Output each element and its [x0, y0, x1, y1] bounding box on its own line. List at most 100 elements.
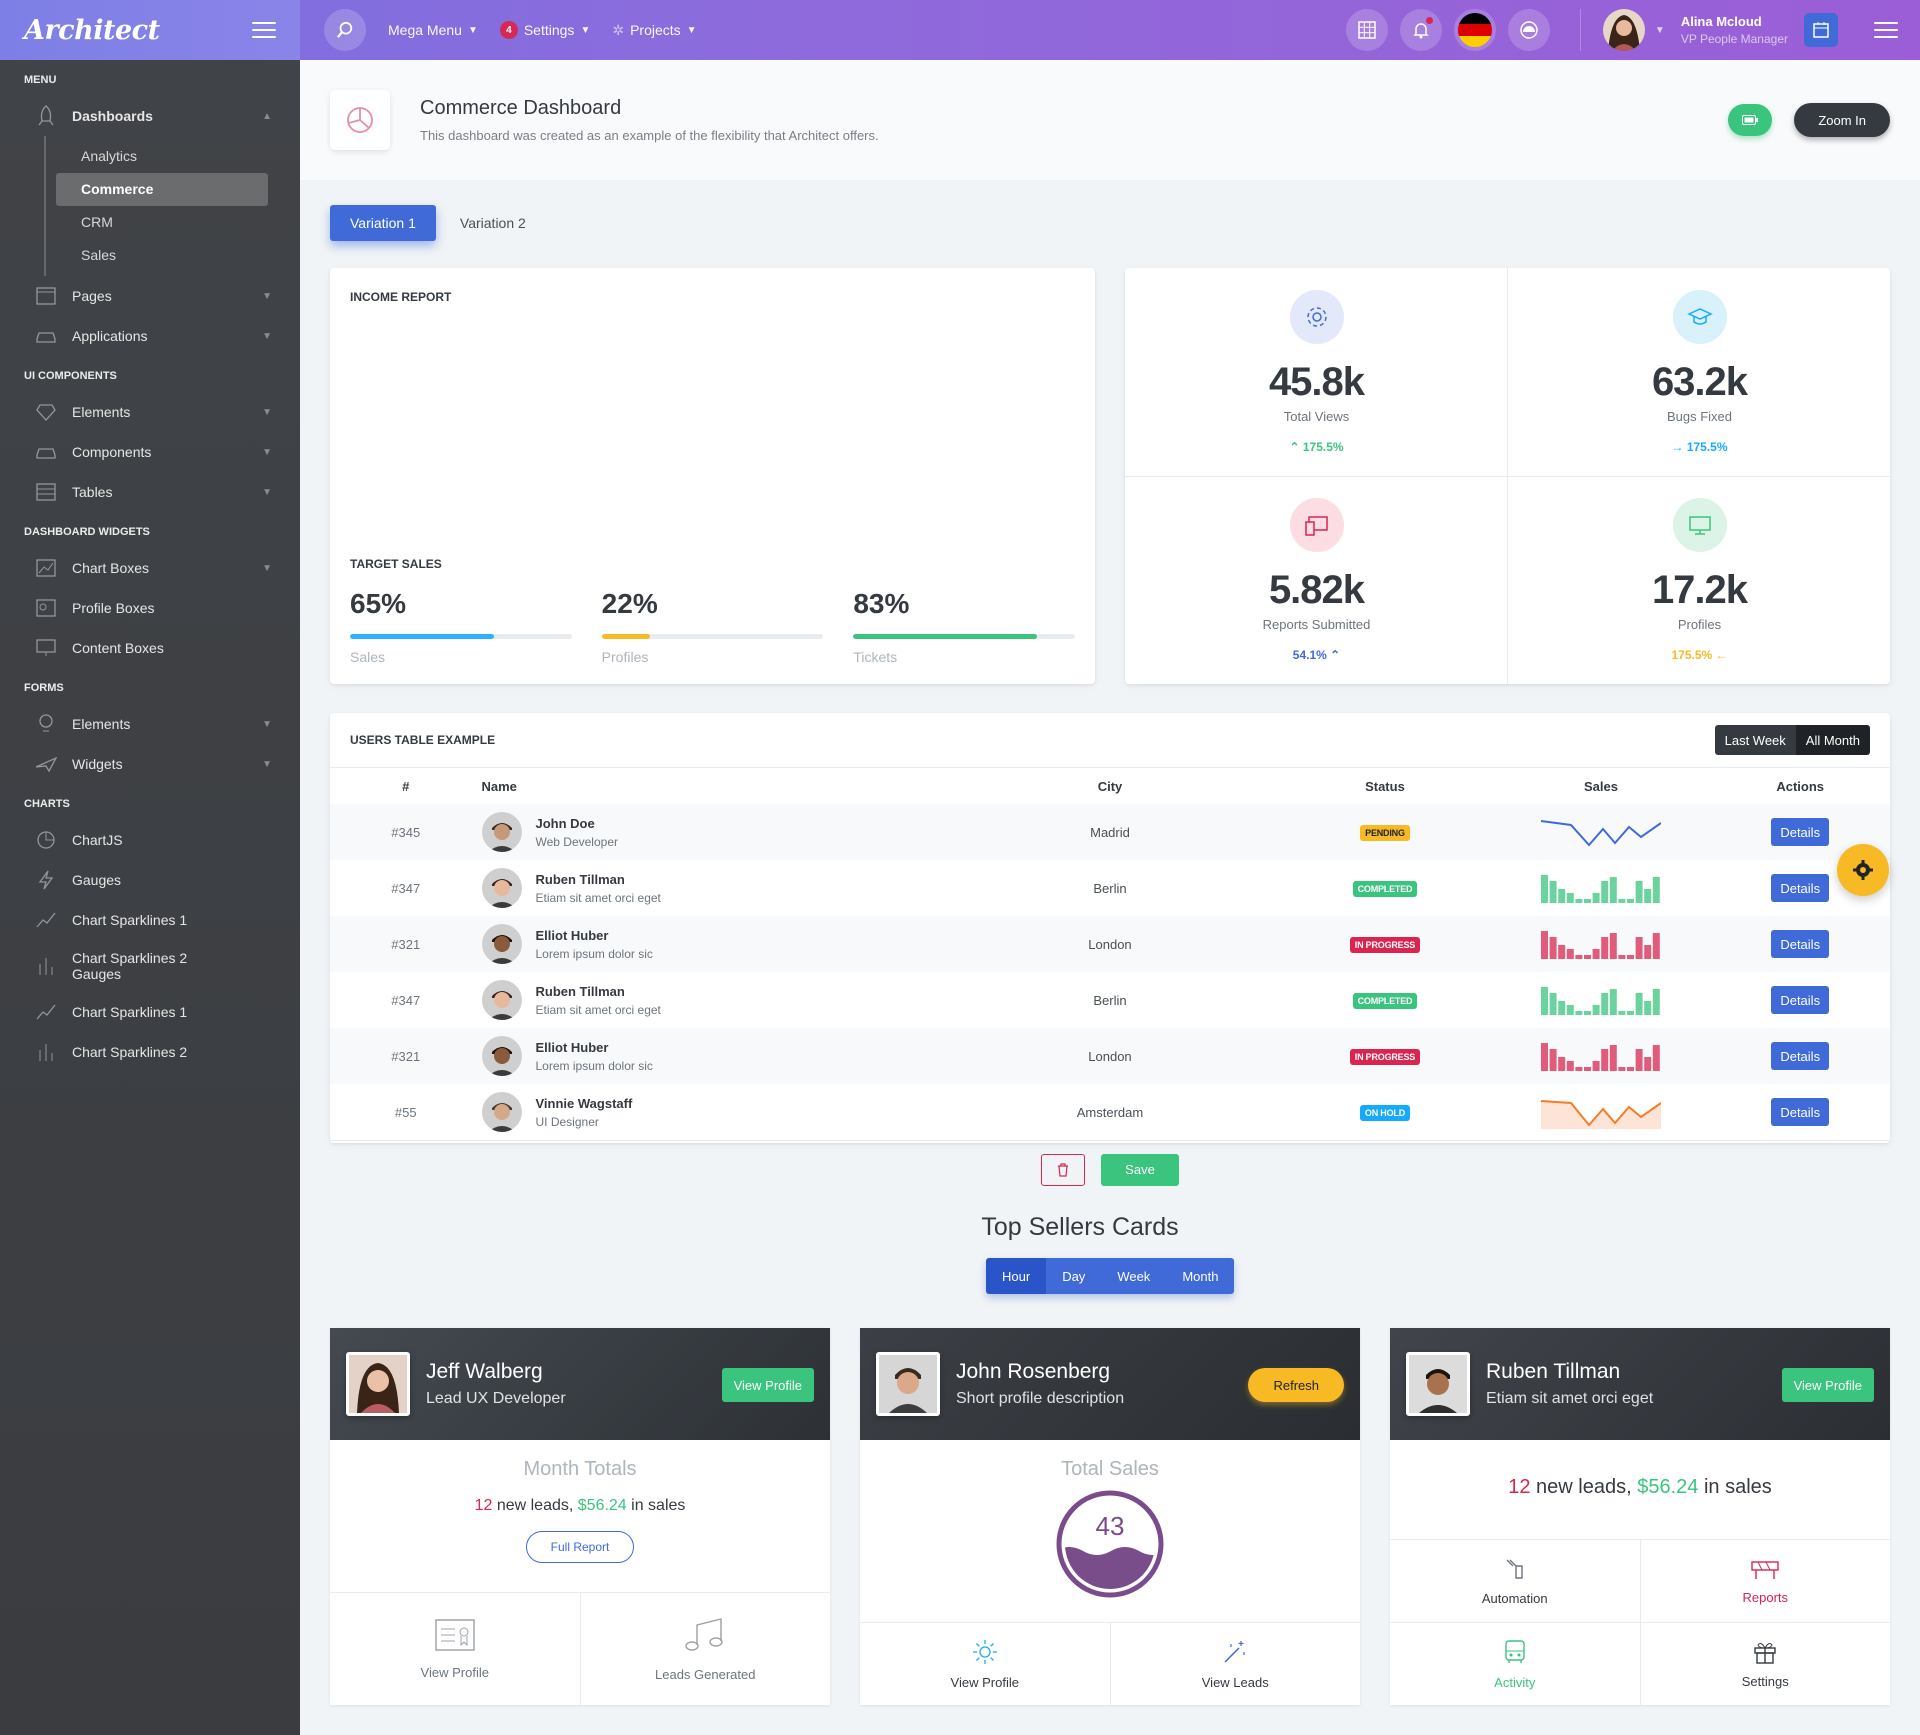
settings-cell[interactable]: Settings: [1639, 1623, 1891, 1705]
row-person: Vinnie Wagstaff UI Designer: [481, 1084, 942, 1140]
delete-button[interactable]: [1041, 1153, 1086, 1186]
seller-card-jeff: Jeff Walberg Lead UX Developer View Prof…: [330, 1328, 830, 1705]
details-button[interactable]: Details: [1771, 1098, 1830, 1126]
sidebar-subitem-crm[interactable]: CRM: [81, 214, 113, 230]
sidebar-subitem-commerce[interactable]: Commerce: [56, 173, 268, 206]
sidebar-item-sparklines-2[interactable]: Chart Sparklines 2: [0, 1032, 300, 1072]
sidebar-item-sparklines-2-gauges[interactable]: Chart Sparklines 2 Gauges: [0, 940, 300, 992]
sidebar-subitem-analytics[interactable]: Analytics: [81, 148, 138, 164]
col-header-city[interactable]: City: [1097, 778, 1123, 794]
view-profile-button[interactable]: View Profile: [1781, 1368, 1874, 1402]
projects-link[interactable]: ✲ Projects ▼: [612, 22, 696, 39]
sidebar-item-chartjs[interactable]: ChartJS: [0, 820, 300, 860]
sidebar-item-chart-boxes[interactable]: Chart Boxes ▼: [0, 548, 300, 588]
notifications-button[interactable]: [1399, 9, 1442, 51]
sidebar-item-sparklines-1b[interactable]: Chart Sparklines 1: [0, 992, 300, 1032]
row-actions: Details: [1710, 1084, 1890, 1140]
sidebar-item-tables[interactable]: Tables ▼: [0, 472, 300, 512]
details-button[interactable]: Details: [1771, 986, 1830, 1014]
stat-total-views: 45.8k Total Views ⌃ 175.5%: [1125, 268, 1508, 476]
sidebar-item-profile-boxes[interactable]: Profile Boxes: [0, 588, 300, 628]
language-flag-de[interactable]: [1453, 9, 1496, 51]
grid-icon: [1358, 21, 1376, 39]
table-header-row: # Name City Status Sales Actions: [330, 768, 1890, 804]
col-header-actions[interactable]: Actions: [1776, 778, 1825, 794]
sidebar-item-label: Dashboards: [72, 108, 153, 124]
tab-variation-2[interactable]: Variation 2: [459, 215, 526, 231]
sidebar-item-applications[interactable]: Applications ▼: [0, 316, 300, 356]
view-leads-cell[interactable]: View Leads: [1109, 1623, 1361, 1705]
battery-button[interactable]: [1728, 104, 1773, 136]
row-sales: [1491, 916, 1711, 972]
col-header-id[interactable]: #: [402, 778, 410, 794]
sidebar-item-label: Widgets: [72, 756, 123, 772]
activity-cell[interactable]: Activity: [1390, 1623, 1640, 1705]
menu-hamburger-icon[interactable]: [1874, 22, 1898, 38]
zoom-in-button[interactable]: Zoom In: [1794, 103, 1890, 137]
tab-variation-1[interactable]: Variation 1: [330, 205, 436, 241]
graph-bars-icon: [34, 954, 58, 978]
sidebar-item-pages[interactable]: Pages ▼: [0, 276, 300, 316]
apps-grid-button[interactable]: [1345, 9, 1388, 51]
month-button[interactable]: Month: [1166, 1258, 1235, 1294]
details-button[interactable]: Details: [1771, 1042, 1830, 1070]
seller-description: Lead UX Developer: [426, 1390, 566, 1407]
row-sales: [1491, 804, 1711, 860]
details-button[interactable]: Details: [1771, 818, 1830, 846]
calendar-button[interactable]: [1804, 13, 1838, 47]
battery-icon: [1742, 115, 1759, 125]
refresh-button[interactable]: Refresh: [1248, 1368, 1344, 1402]
details-button[interactable]: Details: [1771, 874, 1830, 902]
hour-button[interactable]: Hour: [986, 1258, 1047, 1294]
logo-area: Architect: [0, 0, 300, 60]
tools-icon: [1506, 1559, 1523, 1579]
sidebar-item-sparklines-1[interactable]: Chart Sparklines 1: [0, 900, 300, 940]
last-week-button[interactable]: Last Week: [1714, 725, 1796, 755]
view-profile-button[interactable]: View Profile: [721, 1368, 814, 1402]
stat-delta-value: 175.5%: [1686, 440, 1728, 454]
week-button[interactable]: Week: [1101, 1258, 1167, 1294]
stat-delta-value: 175.5%: [1671, 648, 1713, 662]
mega-menu-link[interactable]: Mega Menu ▼: [388, 22, 478, 38]
col-header-sales[interactable]: Sales: [1583, 778, 1618, 794]
settings-link[interactable]: 4 Settings ▼: [499, 21, 590, 39]
sidebar-item-content-boxes[interactable]: Content Boxes: [0, 628, 300, 668]
all-month-button[interactable]: All Month: [1795, 725, 1870, 755]
sales-sparkline: [1540, 1039, 1661, 1073]
sidebar-subitem-sales[interactable]: Sales: [81, 247, 117, 263]
sidebar-item-gauges[interactable]: Gauges: [0, 860, 300, 900]
user-avatar: [481, 980, 522, 1020]
automation-cell[interactable]: Automation: [1390, 1540, 1640, 1622]
view-profile-cell[interactable]: View Profile: [860, 1623, 1110, 1705]
activity-button[interactable]: [1507, 9, 1550, 51]
devices-icon: [1289, 498, 1344, 552]
bell-icon: [1413, 23, 1429, 39]
sidebar-item-components[interactable]: Components ▼: [0, 432, 300, 472]
app-logo[interactable]: Architect: [24, 14, 160, 46]
search-button[interactable]: [324, 9, 366, 51]
sidebar-item-form-widgets[interactable]: Widgets ▼: [0, 744, 300, 784]
sidebar-heading: Dashboard Widgets: [24, 526, 150, 538]
sidebar-item-form-elements[interactable]: Elements ▼: [0, 704, 300, 744]
view-profile-cell[interactable]: View Profile: [330, 1593, 580, 1705]
settings-fab[interactable]: [1837, 844, 1889, 896]
sidebar-heading: UI Components: [24, 370, 117, 382]
sidebar-item-elements[interactable]: Elements ▼: [0, 392, 300, 432]
pie-chart-icon: [34, 828, 58, 852]
sidebar-item-label: Pages: [72, 288, 112, 304]
leads-count: 12: [474, 1497, 493, 1514]
top-sellers-period-toggle: Hour Day Week Month: [986, 1258, 1235, 1294]
full-report-button[interactable]: Full Report: [525, 1531, 635, 1563]
sales-amount: $56.24: [577, 1497, 627, 1514]
col-header-status[interactable]: Status: [1365, 778, 1405, 794]
save-button[interactable]: Save: [1101, 1153, 1179, 1186]
user-menu[interactable]: ▼ Alina Mcloud VP People Manager: [1579, 9, 1838, 51]
gear-icon: [1289, 290, 1344, 344]
details-button[interactable]: Details: [1771, 930, 1830, 958]
reports-cell[interactable]: Reports: [1639, 1540, 1891, 1622]
sidebar-item-dashboards[interactable]: Dashboards ▲: [0, 96, 300, 136]
day-button[interactable]: Day: [1046, 1258, 1102, 1294]
leads-generated-cell[interactable]: Leads Generated: [579, 1593, 831, 1705]
sidebar-toggle-icon[interactable]: [252, 22, 276, 38]
col-header-name[interactable]: Name: [481, 778, 517, 794]
